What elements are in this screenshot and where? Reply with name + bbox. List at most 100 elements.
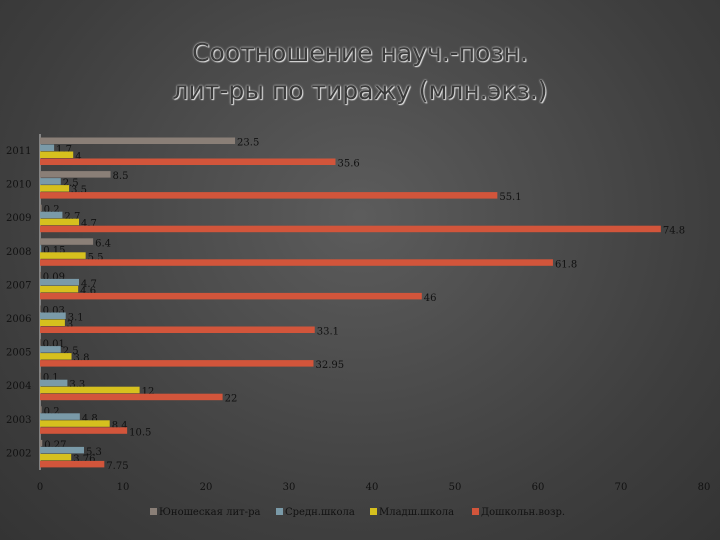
data-label: 4.8: [82, 413, 98, 424]
bar: [40, 427, 128, 434]
data-label: 3.5: [71, 185, 87, 196]
chart-title: Соотношение науч.-позн. лит-ры по тиражу…: [172, 38, 548, 105]
bar: [40, 319, 65, 326]
y-tick-label: 2005: [6, 348, 31, 359]
legend-swatch: [472, 508, 479, 515]
bar: [40, 259, 553, 266]
data-label: 2.7: [64, 212, 80, 223]
data-label: 46: [424, 293, 437, 304]
bar: [40, 285, 79, 293]
bar: [40, 386, 140, 394]
data-label: 32.95: [315, 360, 344, 371]
data-label: 74.8: [663, 226, 685, 237]
bar: [40, 225, 661, 233]
data-label: 3: [67, 320, 73, 331]
bar: [40, 379, 68, 387]
bar: [40, 360, 314, 367]
data-label: 0.2: [44, 205, 60, 216]
bar: [40, 372, 41, 380]
x-tick-label: 60: [532, 482, 545, 493]
data-label: 2.5: [63, 178, 79, 189]
y-tick-label: 2006: [6, 314, 31, 325]
y-tick-label: 2010: [6, 180, 31, 191]
bar: [40, 346, 61, 353]
bar: [40, 413, 80, 420]
bar: [40, 245, 42, 252]
data-label: 8.4: [112, 420, 128, 431]
bar: [40, 353, 72, 360]
data-label: 5.3: [86, 447, 102, 458]
y-tick-label: 2003: [6, 415, 31, 426]
x-tick-label: 40: [366, 482, 379, 493]
bar: [40, 178, 61, 185]
data-label: 4.7: [81, 219, 97, 230]
y-tick-label: 2004: [6, 381, 31, 392]
bar: [40, 453, 72, 461]
data-label: 0.03: [43, 306, 65, 317]
data-label: 0.01: [43, 339, 65, 350]
bar: [40, 171, 111, 178]
x-tick-label: 80: [698, 482, 711, 493]
bar: [40, 305, 41, 312]
x-tick-label: 50: [449, 482, 462, 493]
data-label: 3.8: [74, 353, 90, 364]
bar: [40, 151, 74, 158]
data-label: 3.1: [68, 313, 84, 324]
data-label: 7.75: [106, 461, 128, 472]
x-tick-label: 30: [283, 482, 296, 493]
data-label: 0.1: [43, 373, 59, 384]
legend-swatch: [370, 508, 377, 515]
bar: [40, 271, 41, 279]
bar: [40, 446, 84, 454]
bar: [40, 144, 55, 151]
x-tick-label: 10: [117, 482, 130, 493]
x-tick-label: 20: [200, 482, 213, 493]
data-label: 55.1: [499, 192, 521, 203]
data-label: 3.76: [73, 454, 95, 465]
y-tick-label: 2002: [6, 448, 31, 459]
bar: [40, 185, 70, 192]
bar: [40, 204, 42, 212]
data-label: 10.5: [129, 427, 151, 438]
y-tick-label: 2008: [6, 247, 31, 258]
data-label: 4.7: [81, 279, 97, 290]
data-label: 0.2: [44, 406, 60, 417]
bar: [40, 393, 223, 401]
bar: [40, 420, 110, 427]
bar: [40, 211, 63, 219]
data-label: 61.8: [555, 259, 577, 270]
legend-swatch: [276, 508, 283, 515]
x-tick-label: 70: [615, 482, 628, 493]
bar: [40, 406, 42, 413]
bar: [40, 137, 236, 144]
bar: [40, 339, 41, 346]
legend-swatch: [150, 508, 157, 515]
data-label: 22: [225, 394, 238, 405]
y-tick-label: 2011: [6, 146, 31, 157]
bar: [40, 278, 80, 286]
data-label: 4.6: [80, 286, 96, 297]
bar: [40, 192, 498, 199]
bar: [40, 292, 422, 300]
data-label: 1.7: [56, 145, 72, 156]
data-label: 5.5: [88, 252, 104, 263]
bar: [40, 460, 105, 468]
data-label: 33.1: [317, 327, 339, 338]
legend-label: Дошкольн.возр.: [481, 507, 565, 518]
data-label: 35.6: [337, 159, 359, 170]
bar: [40, 252, 86, 259]
data-label: 0.15: [43, 245, 65, 256]
x-tick-label: 0: [37, 482, 43, 493]
bar: [40, 218, 80, 226]
data-label: 4: [75, 152, 81, 163]
legend-label: Младш.школа: [379, 507, 454, 518]
data-label: 8.5: [113, 171, 129, 182]
y-tick-label: 2007: [6, 280, 31, 291]
legend-label: Средн.школа: [285, 507, 355, 518]
data-label: 0.09: [43, 272, 65, 283]
bar: [40, 238, 94, 245]
legend-label: Юношеская лит-ра: [159, 507, 260, 518]
bar: [40, 158, 336, 165]
data-label: 23.5: [237, 138, 259, 149]
